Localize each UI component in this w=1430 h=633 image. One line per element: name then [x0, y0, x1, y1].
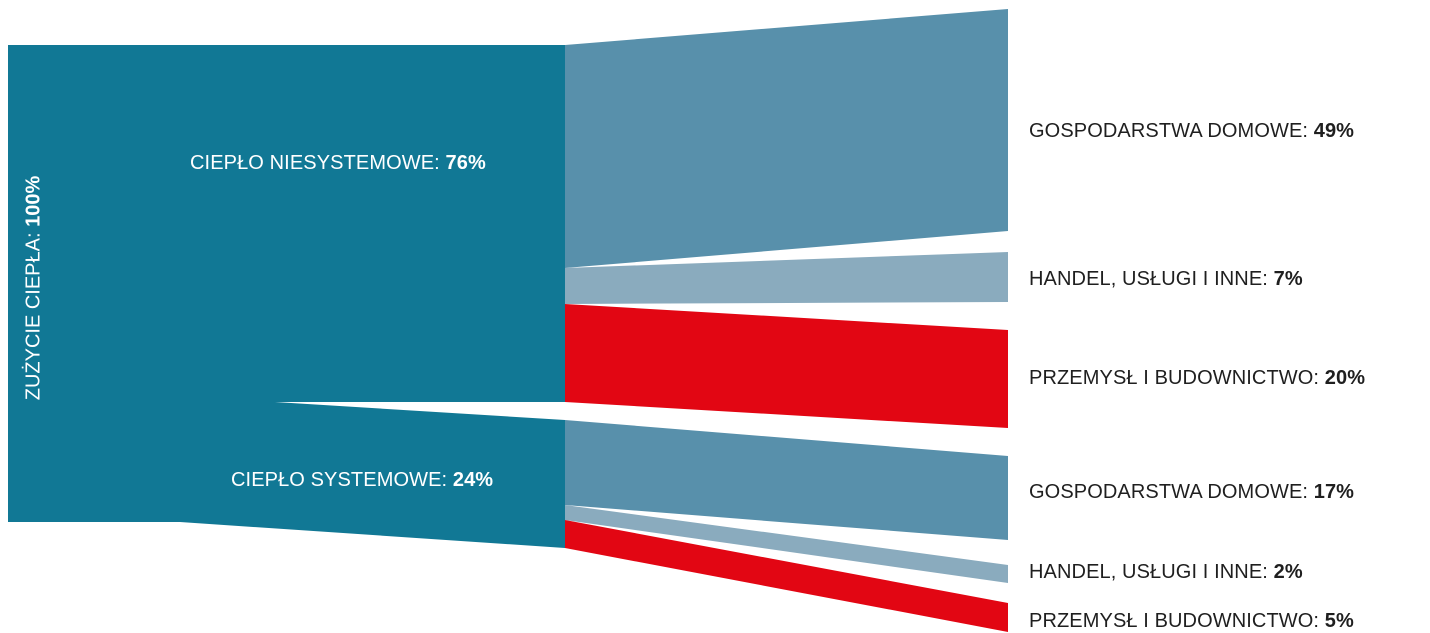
root-node — [8, 45, 565, 548]
output-label-value: 20% — [1324, 367, 1366, 389]
output-label-value: 49% — [1313, 120, 1355, 142]
flow-niesystemowe-przemysl — [565, 304, 1008, 428]
root-label: ZUŻYCIE CIEPŁA: 100% — [23, 176, 46, 401]
output-label-text: HANDEL, USŁUGI I INNE: — [1029, 268, 1268, 290]
group-label-text: CIEPŁO SYSTEMOWE: — [231, 469, 448, 491]
root-label-text: ZUŻYCIE CIEPŁA: — [22, 232, 45, 401]
flow-systemowe-gospodarstwa — [565, 420, 1008, 540]
flow-niesystemowe-gospodarstwa — [565, 9, 1008, 268]
output-label-text: PRZEMYSŁ I BUDOWNICTWO: — [1029, 367, 1320, 389]
root-label-value: 100% — [22, 175, 45, 227]
flow-systemowe-przemysl — [565, 520, 1008, 632]
output-label-value: 5% — [1324, 610, 1354, 632]
group-label-value: 76% — [445, 152, 486, 174]
group-label-niesystemowe: CIEPŁO NIESYSTEMOWE: 76% — [190, 152, 486, 175]
output-label-systemowe-przemysl: PRZEMYSŁ I BUDOWNICTWO: 5% — [1029, 610, 1354, 633]
group-label-text: CIEPŁO NIESYSTEMOWE: — [190, 152, 440, 174]
flow-niesystemowe-handel — [565, 252, 1008, 304]
output-label-niesystemowe-handel: HANDEL, USŁUGI I INNE: 7% — [1029, 268, 1303, 291]
group-label-systemowe: CIEPŁO SYSTEMOWE: 24% — [231, 469, 493, 492]
output-label-text: GOSPODARSTWA DOMOWE: — [1029, 481, 1309, 503]
output-label-niesystemowe-przemysl: PRZEMYSŁ I BUDOWNICTWO: 20% — [1029, 367, 1365, 390]
group-label-value: 24% — [452, 469, 494, 491]
output-label-niesystemowe-gospodarstwa: GOSPODARSTWA DOMOWE: 49% — [1029, 120, 1354, 143]
output-label-text: HANDEL, USŁUGI I INNE: — [1029, 561, 1268, 583]
output-label-text: PRZEMYSŁ I BUDOWNICTWO: — [1029, 610, 1320, 632]
output-label-systemowe-handel: HANDEL, USŁUGI I INNE: 2% — [1029, 561, 1303, 584]
output-label-systemowe-gospodarstwa: GOSPODARSTWA DOMOWE: 17% — [1029, 481, 1354, 504]
output-label-value: 2% — [1273, 561, 1303, 583]
output-label-value: 17% — [1313, 481, 1355, 503]
output-label-text: GOSPODARSTWA DOMOWE: — [1029, 120, 1309, 142]
flow-systemowe-handel — [565, 505, 1008, 583]
output-label-value: 7% — [1273, 268, 1303, 290]
